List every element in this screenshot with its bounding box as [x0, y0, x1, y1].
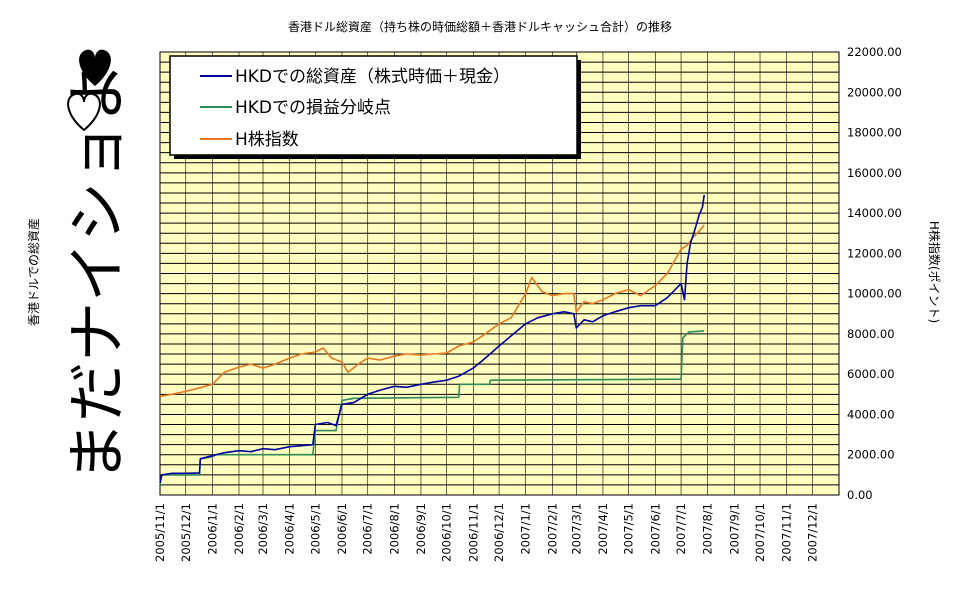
x-tick-label: 2006/7/1 — [361, 503, 375, 555]
y-tick-label: 6000.00 — [847, 367, 895, 381]
y-tick-label: 0.00 — [847, 488, 873, 502]
series-line-0 — [159, 194, 705, 484]
x-tick-label: 2006/3/1 — [256, 503, 270, 555]
x-tick-label: 2007/4/1 — [596, 503, 610, 555]
x-tick-label: 2007/5/1 — [622, 503, 636, 555]
series-lines — [159, 194, 705, 486]
x-tick-label: 2007/2/1 — [545, 503, 559, 555]
x-tick-label: 2006/6/1 — [335, 503, 349, 555]
heart-filled-icon — [79, 49, 111, 86]
y-tick-label: 16000.00 — [847, 166, 902, 180]
heart-outline-icon — [67, 92, 101, 132]
chart-title: 香港ドル総資産（持ち株の時価総額＋香港ドルキャッシュ合計）の推移 — [288, 19, 672, 34]
x-tick-label: 2006/5/1 — [308, 503, 322, 555]
x-tick-label: 2007/9/1 — [727, 503, 741, 555]
left-axis-label: 香港ドルでの総資産 — [26, 218, 41, 326]
legend-label-breakeven: HKDでの損益分岐点 — [235, 98, 391, 118]
y-tick-label: 8000.00 — [847, 327, 895, 341]
x-tick-label: 2006/2/1 — [232, 503, 246, 555]
x-tick-label: 2006/12/1 — [492, 503, 506, 562]
x-tick-label: 2006/1/1 — [205, 503, 219, 555]
y-tick-label: 22000.00 — [847, 45, 902, 59]
x-tick-label: 2005/11/1 — [153, 503, 167, 562]
x-tick-label: 2007/12/1 — [805, 503, 819, 562]
x-tick-label: 2006/11/1 — [466, 503, 480, 562]
x-tick-label: 2005/12/1 — [179, 503, 193, 562]
y-tick-label: 18000.00 — [847, 126, 902, 140]
x-tick-label: 2007/11/1 — [780, 503, 794, 562]
y-tick-label: 14000.00 — [847, 206, 902, 220]
x-tick-label: 2006/8/1 — [387, 503, 401, 555]
legend-label-hindex: H株指数 — [235, 130, 299, 150]
x-tick-label: 2007/8/1 — [701, 503, 715, 555]
x-tick-label: 2007/3/1 — [569, 503, 583, 555]
legend: HKDでの総資産（株式時価＋現金） HKDでの損益分岐点 H株指数 — [169, 55, 581, 159]
side-slogan: まだナイショよ — [63, 62, 133, 482]
legend-label-assets: HKDでの総資産（株式時価＋現金） — [235, 67, 510, 87]
x-tick-label: 2007/7/1 — [674, 503, 688, 555]
y-axis-ticks: 0.00 2000.00 4000.00 6000.00 8000.00 10000.00… — [847, 45, 902, 502]
right-axis-label: H株指数(ポイント) — [927, 221, 942, 323]
y-tick-label: 2000.00 — [847, 448, 895, 462]
series-line-2 — [159, 224, 705, 398]
x-tick-label: 2007/6/1 — [648, 503, 662, 555]
x-tick-label: 2006/4/1 — [283, 503, 297, 555]
y-tick-label: 10000.00 — [847, 287, 902, 301]
y-tick-label: 12000.00 — [847, 246, 902, 260]
x-tick-label: 2007/1/1 — [519, 503, 533, 555]
x-tick-label: 2006/10/1 — [440, 503, 454, 562]
y-tick-label: 20000.00 — [847, 85, 902, 99]
y-tick-label: 4000.00 — [847, 407, 895, 421]
x-tick-label: 2006/9/1 — [414, 503, 428, 555]
x-axis-ticks: 2005/11/1 2005/12/1 2006/1/1 2006/2/1 2006/3… — [153, 503, 819, 562]
x-tick-label: 2007/10/1 — [753, 503, 767, 562]
